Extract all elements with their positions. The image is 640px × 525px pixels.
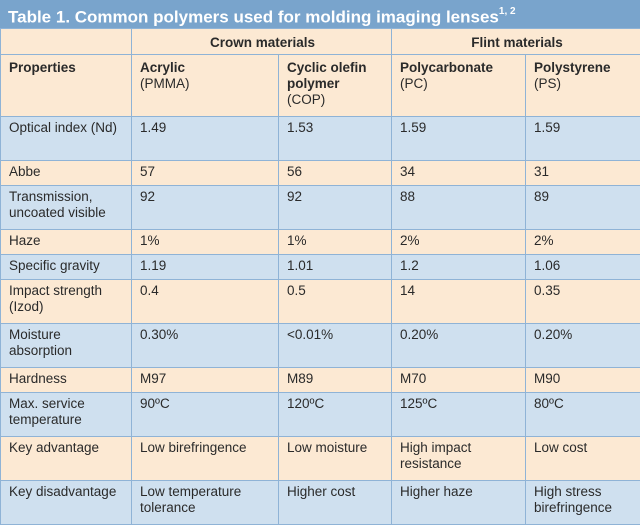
- polymer-table: Crown materials Flint materials Properti…: [0, 28, 640, 525]
- table-row: Impact strength (Izod) 0.4 0.5 14 0.35: [1, 280, 640, 324]
- table-title: Table 1. Common polymers used for moldin…: [0, 0, 640, 28]
- property-cell: Abbe: [1, 161, 132, 186]
- table-title-text: Table 1. Common polymers used for moldin…: [8, 8, 499, 27]
- table-row: Max. service temperature 90ºC 120ºC 125º…: [1, 393, 640, 437]
- table-row: Moisture absorption 0.30% <0.01% 0.20% 0…: [1, 324, 640, 368]
- value-cell: 1.06: [526, 255, 640, 280]
- value-cell: Higher cost: [279, 481, 392, 525]
- value-cell: M70: [392, 368, 526, 393]
- column-header-abbr: (PMMA): [140, 76, 272, 92]
- table-row: Hardness M97 M89 M70 M90: [1, 368, 640, 393]
- value-cell: 88: [392, 186, 526, 230]
- value-cell: 90ºC: [132, 393, 279, 437]
- column-header-abbr: (PS): [534, 76, 634, 92]
- group-header-flint: Flint materials: [392, 29, 640, 55]
- value-cell: High stress birefringence: [526, 481, 640, 525]
- column-header-cop: Cyclic olefin polymer(COP): [279, 55, 392, 117]
- column-header-name: Cyclic olefin polymer: [287, 60, 367, 91]
- value-cell: 31: [526, 161, 640, 186]
- value-cell: 0.20%: [526, 324, 640, 368]
- table-row: Key advantage Low birefringence Low mois…: [1, 437, 640, 481]
- value-cell: 120ºC: [279, 393, 392, 437]
- table-row: Key disadvantage Low temperature toleran…: [1, 481, 640, 525]
- column-header-name: Acrylic: [140, 60, 185, 75]
- value-cell: 1.49: [132, 117, 279, 161]
- value-cell: 1.59: [392, 117, 526, 161]
- table-title-superscript: 1, 2: [499, 6, 516, 17]
- value-cell: 89: [526, 186, 640, 230]
- value-cell: Low birefringence: [132, 437, 279, 481]
- value-cell: 57: [132, 161, 279, 186]
- value-cell: 56: [279, 161, 392, 186]
- table-row: Haze 1% 1% 2% 2%: [1, 230, 640, 255]
- property-cell: Key disadvantage: [1, 481, 132, 525]
- value-cell: 2%: [392, 230, 526, 255]
- property-cell: Impact strength (Izod): [1, 280, 132, 324]
- value-cell: 1.53: [279, 117, 392, 161]
- column-header-name: Polystyrene: [534, 60, 611, 75]
- value-cell: High impact resistance: [392, 437, 526, 481]
- value-cell: 34: [392, 161, 526, 186]
- property-cell: Transmission, uncoated visible: [1, 186, 132, 230]
- value-cell: M97: [132, 368, 279, 393]
- table-row: Abbe 57 56 34 31: [1, 161, 640, 186]
- value-cell: 80ºC: [526, 393, 640, 437]
- value-cell: <0.01%: [279, 324, 392, 368]
- value-cell: 1.59: [526, 117, 640, 161]
- property-cell: Optical index (Nd): [1, 117, 132, 161]
- column-header-row: Properties Acrylic(PMMA) Cyclic olefin p…: [1, 55, 640, 117]
- property-cell: Haze: [1, 230, 132, 255]
- value-cell: 1.2: [392, 255, 526, 280]
- group-header-empty: [1, 29, 132, 55]
- table-figure: Table 1. Common polymers used for moldin…: [0, 0, 640, 510]
- value-cell: 0.20%: [392, 324, 526, 368]
- value-cell: 0.35: [526, 280, 640, 324]
- value-cell: 0.4: [132, 280, 279, 324]
- value-cell: Higher haze: [392, 481, 526, 525]
- group-header-crown: Crown materials: [132, 29, 392, 55]
- value-cell: M90: [526, 368, 640, 393]
- group-header-row: Crown materials Flint materials: [1, 29, 640, 55]
- column-header-abbr: (PC): [400, 76, 519, 92]
- value-cell: 1.19: [132, 255, 279, 280]
- column-header-abbr: (COP): [287, 92, 385, 108]
- value-cell: 0.5: [279, 280, 392, 324]
- value-cell: 1%: [132, 230, 279, 255]
- value-cell: 1%: [279, 230, 392, 255]
- table-row: Transmission, uncoated visible 92 92 88 …: [1, 186, 640, 230]
- value-cell: M89: [279, 368, 392, 393]
- column-header-polycarbonate: Polycarbonate(PC): [392, 55, 526, 117]
- value-cell: 92: [132, 186, 279, 230]
- property-cell: Hardness: [1, 368, 132, 393]
- table-row: Specific gravity 1.19 1.01 1.2 1.06: [1, 255, 640, 280]
- property-cell: Specific gravity: [1, 255, 132, 280]
- column-header-polystyrene: Polystyrene(PS): [526, 55, 640, 117]
- value-cell: 0.30%: [132, 324, 279, 368]
- property-cell: Max. service temperature: [1, 393, 132, 437]
- value-cell: 1.01: [279, 255, 392, 280]
- value-cell: Low temperature tolerance: [132, 481, 279, 525]
- value-cell: 14: [392, 280, 526, 324]
- value-cell: 92: [279, 186, 392, 230]
- value-cell: 2%: [526, 230, 640, 255]
- value-cell: Low cost: [526, 437, 640, 481]
- table-row: Optical index (Nd) 1.49 1.53 1.59 1.59: [1, 117, 640, 161]
- column-header-name: Polycarbonate: [400, 60, 493, 75]
- value-cell: Low moisture: [279, 437, 392, 481]
- column-header-name: Properties: [9, 60, 76, 75]
- value-cell: 125ºC: [392, 393, 526, 437]
- property-cell: Key advantage: [1, 437, 132, 481]
- column-header-properties: Properties: [1, 55, 132, 117]
- column-header-acrylic: Acrylic(PMMA): [132, 55, 279, 117]
- property-cell: Moisture absorption: [1, 324, 132, 368]
